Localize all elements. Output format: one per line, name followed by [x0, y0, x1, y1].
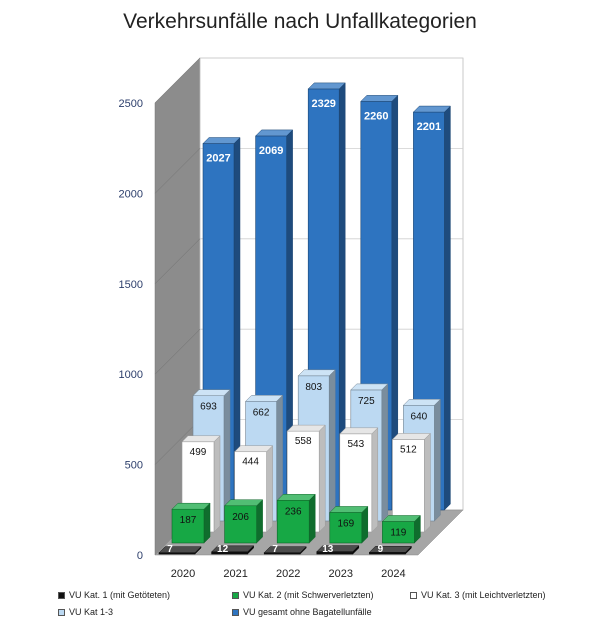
x-tick-label: 2021: [223, 568, 247, 580]
data-label: 9: [378, 544, 384, 555]
legend-swatch: [410, 591, 417, 599]
legend-item-kat1: VU Kat. 1 (mit Getöteten): [58, 590, 170, 600]
data-label: 206: [232, 512, 249, 523]
gridline-side: [154, 238, 201, 285]
bar-top: [402, 399, 442, 406]
data-label: 2069: [259, 145, 283, 157]
y-tick-label: 1000: [119, 369, 143, 381]
bar-top: [263, 546, 307, 553]
bar: [276, 500, 310, 544]
legend-item-gesamt: VU gesamt ohne Bagatellunfälle: [232, 607, 372, 617]
gridline-side: [154, 328, 201, 375]
bar-top: [307, 82, 346, 90]
bar-top: [171, 502, 211, 510]
bar-side: [318, 424, 326, 533]
bar-top: [350, 383, 389, 391]
bar-top: [329, 506, 369, 513]
x-tick-label: 2024: [381, 568, 405, 580]
bar-side: [381, 383, 389, 522]
bar-top: [254, 129, 294, 137]
bar-top: [316, 545, 360, 552]
bar-top: [381, 515, 422, 522]
bar-side: [371, 427, 379, 533]
data-label: 187: [180, 515, 197, 526]
bar-top: [210, 545, 255, 553]
chart-title: Verkehrsunfälle nach Unfallkategorien: [123, 10, 477, 33]
data-label: 693: [200, 402, 217, 413]
data-label: 2027: [206, 153, 230, 165]
data-label: 640: [411, 411, 428, 422]
bar-side: [256, 499, 263, 544]
bar-top: [202, 137, 241, 144]
bar-side: [328, 369, 336, 522]
legend-swatch: [58, 591, 65, 599]
data-label: 512: [400, 444, 417, 455]
bar-top: [339, 427, 379, 435]
bar-side: [213, 435, 221, 533]
legend-swatch: [232, 591, 239, 599]
data-label: 119: [390, 527, 406, 538]
legend-label: VU Kat 1-3: [69, 607, 114, 617]
bar-top: [192, 389, 231, 396]
chart-area: 0500100015002000250020272069232922602201…: [119, 57, 464, 580]
bar: [329, 512, 363, 544]
bar-side: [266, 445, 273, 533]
bar-top: [244, 395, 284, 402]
bar-side: [434, 398, 441, 522]
bar-side: [203, 502, 211, 544]
bar-top: [233, 445, 274, 452]
legend-swatch: [58, 608, 65, 616]
chart-legend: VU Kat. 1 (mit Getöteten) VU Kat. 2 (mit…: [0, 585, 600, 625]
bar-top: [223, 499, 264, 507]
bar-top: [368, 546, 413, 553]
bar-top: [276, 494, 316, 501]
bar-top: [412, 105, 452, 113]
legend-item-kat2: VU Kat. 2 (mit Schwerverletzten): [232, 590, 374, 600]
bar-side: [444, 105, 451, 511]
data-label: 499: [190, 447, 207, 458]
legend-label: VU Kat. 2 (mit Schwerverletzten): [243, 590, 374, 600]
data-label: 662: [253, 407, 270, 418]
y-tick-label: 2000: [119, 188, 143, 200]
bar-top: [181, 435, 221, 443]
legend-item-kat1-3: VU Kat 1-3: [58, 607, 113, 617]
bar-side: [308, 493, 316, 544]
bar-top: [286, 424, 326, 432]
data-label: 2260: [364, 110, 388, 122]
y-tick-label: 2500: [119, 98, 143, 110]
legend-label: VU Kat. 1 (mit Getöteten): [69, 590, 171, 600]
bar-top: [297, 369, 336, 377]
data-label: 558: [295, 436, 312, 447]
data-label: 2201: [417, 121, 441, 133]
bar-top: [158, 546, 202, 553]
y-tick-label: 0: [137, 550, 143, 562]
data-label: 12: [217, 544, 229, 555]
data-label: 7: [167, 544, 173, 555]
data-label: 13: [322, 544, 334, 555]
y-tick-label: 1500: [119, 279, 143, 291]
x-tick-label: 2022: [276, 568, 300, 580]
legend-item-kat3: VU Kat. 3 (mit Leichtverletzten): [410, 590, 546, 600]
data-label: 543: [347, 439, 364, 450]
y-tick-label: 500: [125, 460, 143, 472]
gridline-side: [154, 57, 201, 104]
legend-label: VU Kat. 3 (mit Leichtverletzten): [421, 590, 546, 600]
legend-label: VU gesamt ohne Bagatellunfälle: [243, 607, 372, 617]
bar-top: [360, 95, 399, 102]
data-label: 2329: [311, 98, 335, 110]
x-tick-label: 2023: [329, 568, 353, 580]
gridline-side: [154, 419, 201, 465]
bar-side: [361, 505, 369, 544]
data-label: 169: [337, 518, 354, 529]
bar-side: [424, 432, 431, 533]
data-label: 236: [285, 506, 302, 517]
legend-swatch: [232, 608, 239, 616]
data-label: 803: [305, 382, 322, 393]
gridline-side: [154, 148, 201, 194]
data-label: 444: [242, 457, 259, 468]
data-label: 7: [272, 544, 278, 555]
data-label: 725: [358, 396, 375, 407]
bar-top: [391, 433, 432, 440]
x-tick-label: 2020: [171, 568, 195, 580]
